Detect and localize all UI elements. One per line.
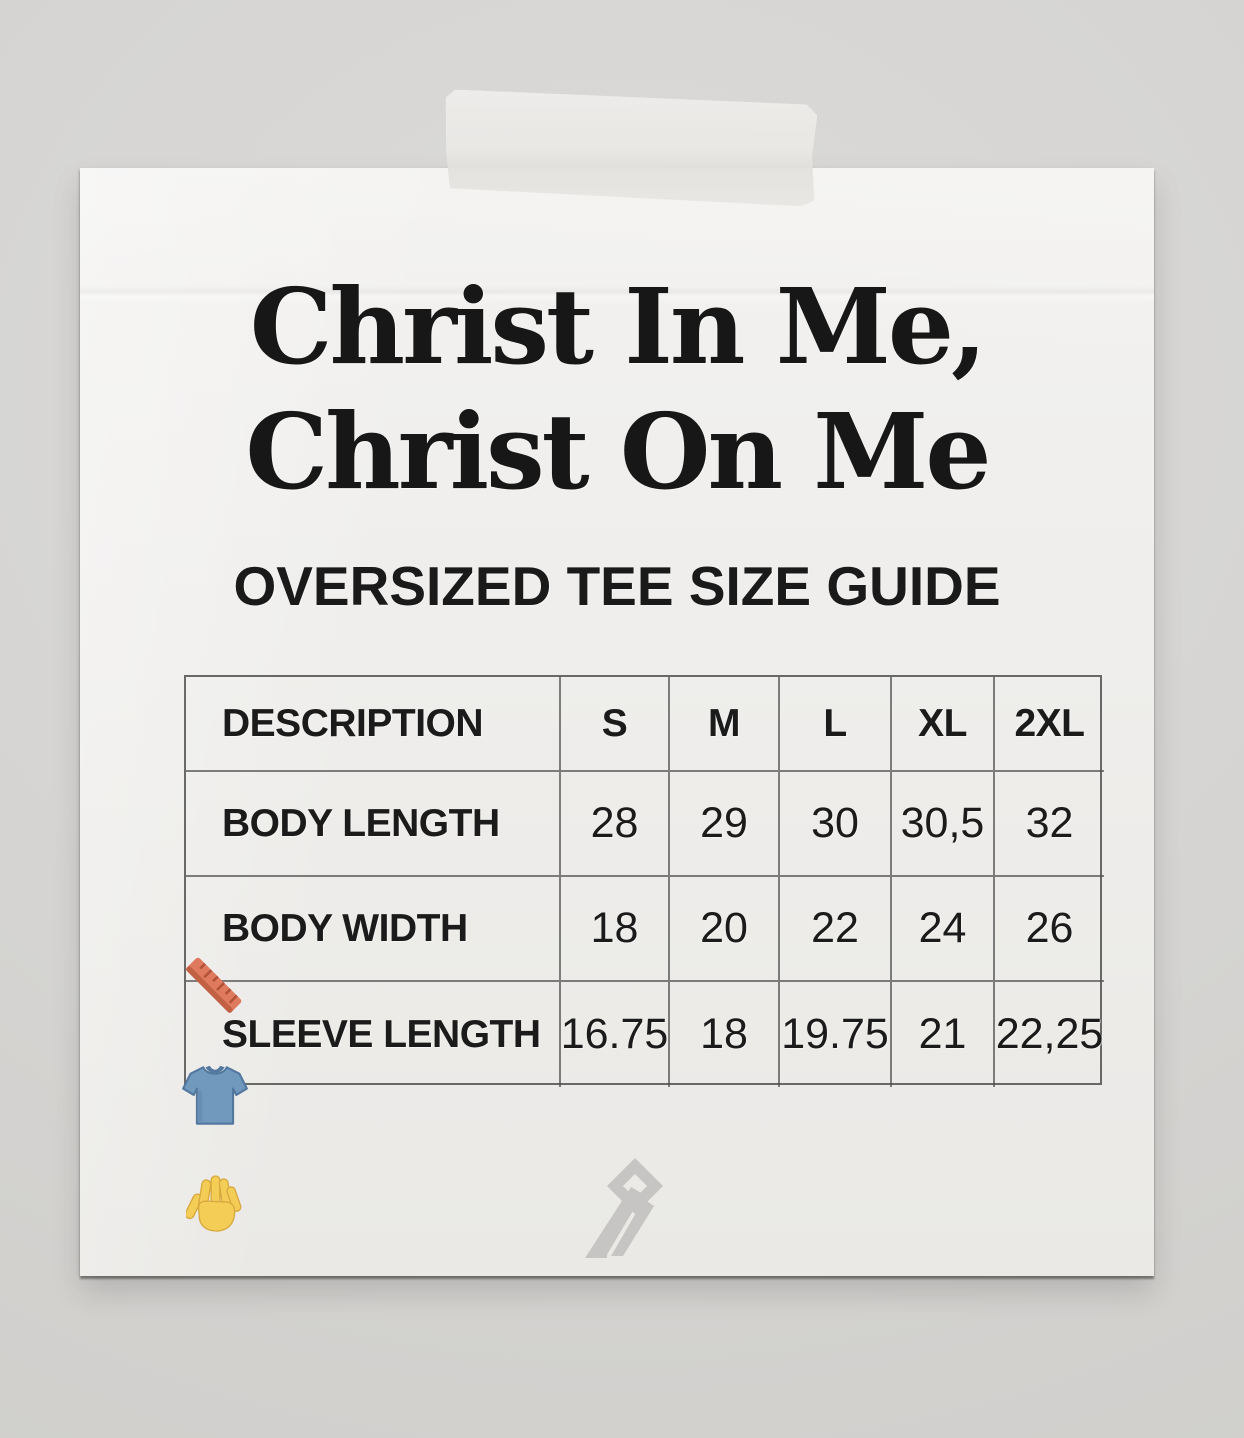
- title-line-2: Christ On Me: [245, 390, 991, 513]
- sleeve-length-s: 16.75: [561, 982, 670, 1087]
- body-length-s: 28: [561, 772, 670, 877]
- size-table: DESCRIPTION S M L XL 2XL BODY LENGTH 28 …: [184, 675, 1104, 1087]
- sleeve-length-l: 19.75: [780, 982, 892, 1087]
- hand-icon: [184, 1174, 244, 1236]
- sleeve-length-m: 18: [670, 982, 780, 1087]
- body-width-s: 18: [561, 877, 670, 982]
- brand-monogram-logo: [576, 1154, 668, 1262]
- poster-title: Christ In Me, Christ On Me: [80, 264, 1154, 514]
- body-length-m: 29: [670, 772, 780, 877]
- size-guide-poster: Christ In Me, Christ On Me OVERSIZED TEE…: [80, 168, 1154, 1276]
- col-header-m: M: [670, 677, 780, 772]
- body-length-xl: 30,5: [892, 772, 995, 877]
- row-label-body-length: BODY LENGTH: [186, 772, 561, 877]
- col-header-xl: XL: [892, 677, 995, 772]
- row-label-sleeve-length: SLEEVE LENGTH: [186, 982, 561, 1087]
- title-line-1: Christ In Me,: [249, 265, 987, 388]
- body-width-m: 20: [670, 877, 780, 982]
- body-length-l: 30: [780, 772, 892, 877]
- col-header-description: DESCRIPTION: [186, 677, 561, 772]
- body-width-xl: 24: [892, 877, 995, 982]
- row-label-body-width: BODY WIDTH: [186, 877, 561, 982]
- tape: [442, 89, 818, 207]
- body-length-2xl: 32: [995, 772, 1104, 877]
- body-width-l: 22: [780, 877, 892, 982]
- body-width-2xl: 26: [995, 877, 1104, 982]
- ruler-icon: [177, 950, 249, 1022]
- sleeve-length-2xl: 22,25: [995, 1010, 1104, 1058]
- sleeve-length-xl: 21: [892, 982, 995, 1087]
- col-header-s: S: [561, 677, 670, 772]
- col-header-2xl: 2XL: [995, 677, 1104, 772]
- col-header-l: L: [780, 677, 892, 772]
- poster-subtitle: OVERSIZED TEE SIZE GUIDE: [233, 555, 1001, 617]
- tshirt-icon: [181, 1061, 249, 1131]
